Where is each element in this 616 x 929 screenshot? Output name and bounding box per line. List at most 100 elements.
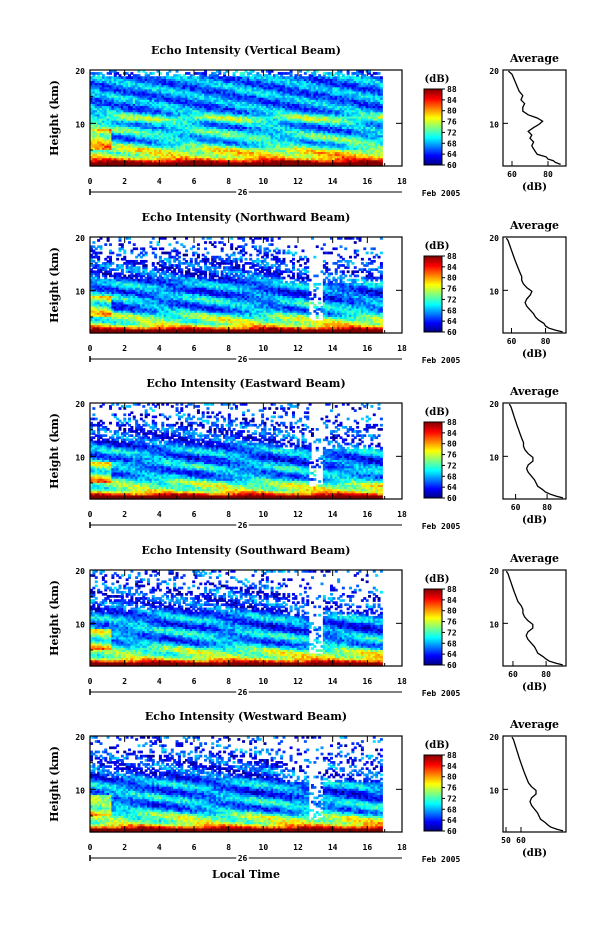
heatmap-cell [206, 109, 210, 113]
heatmap-cell [101, 84, 105, 88]
heatmap-cell [284, 145, 288, 148]
heatmap-cell [144, 78, 148, 82]
heatmap-cell [268, 74, 272, 77]
heatmap-cell [180, 161, 184, 165]
heatmap-cell [289, 107, 293, 111]
heatmap-cell [242, 105, 246, 109]
heatmap-cell [125, 78, 129, 82]
heatmap-cell [101, 74, 105, 77]
heatmap-cell [311, 130, 314, 134]
heatmap-cell [101, 115, 105, 119]
heatmap-cell [92, 99, 96, 102]
heatmap-cell [346, 132, 350, 136]
heatmap-cell [313, 86, 317, 90]
heatmap-cell [313, 80, 317, 84]
heatmap-cell [303, 136, 307, 140]
heatmap-cell [196, 118, 200, 121]
heatmap-cell [139, 159, 143, 163]
heatmap-cell [223, 159, 227, 163]
heatmap-cell [261, 84, 265, 88]
heatmap-cell [101, 101, 105, 104]
heatmap-cell [306, 151, 310, 155]
heatmap-cell [139, 101, 143, 104]
heatmap-cell [277, 147, 281, 150]
heatmap-cell [308, 82, 312, 86]
heatmap-cell [139, 90, 143, 94]
heatmap-cell [237, 82, 241, 86]
heatmap-cell [173, 151, 177, 155]
heatmap-cell [311, 159, 314, 163]
heatmap-cell [351, 122, 355, 125]
heatmap-cell [175, 78, 179, 82]
heatmap-cell [194, 163, 198, 167]
heatmap-cell [237, 76, 241, 79]
heatmap-cell [192, 80, 196, 84]
heatmap-cell [237, 134, 241, 138]
heatmap-cell [142, 101, 146, 104]
heatmap-cell [287, 140, 291, 144]
heatmap-cell [272, 92, 276, 96]
heatmap-cell [289, 155, 293, 159]
heatmap-cell [296, 99, 300, 102]
heatmap-cell [308, 126, 312, 130]
heatmap-cell [253, 90, 257, 94]
heatmap-cell [135, 111, 139, 115]
heatmap-cell [320, 86, 324, 90]
heatmap-cell [258, 105, 262, 109]
heatmap-cell [101, 132, 105, 136]
heatmap-cell [291, 78, 295, 82]
heatmap-cell [213, 153, 217, 157]
heatmap-cell [192, 105, 196, 109]
heatmap-cell [318, 140, 322, 144]
heatmap-cell [291, 92, 295, 96]
heatmap-cell [135, 95, 139, 98]
heatmap-cell [234, 78, 238, 82]
heatmap-cell [294, 149, 298, 152]
heatmap-cell [97, 88, 101, 92]
heatmap-cell [294, 86, 298, 90]
heatmap-cell [275, 90, 279, 94]
heatmap-cell [244, 80, 248, 84]
heatmap-cell [211, 159, 215, 163]
heatmap-cell [313, 118, 317, 121]
heatmap-cell [251, 128, 255, 132]
heatmap-cell [232, 128, 236, 132]
heatmap-cell [132, 155, 136, 159]
heatmap-cell [237, 118, 241, 121]
heatmap-cell [180, 159, 184, 163]
heatmap-cell [147, 134, 151, 138]
heatmap-cell [225, 163, 229, 167]
heatmap-cell [189, 107, 193, 111]
heatmap-cell [339, 113, 343, 117]
heatmap-cell [237, 97, 241, 100]
heatmap-cell [137, 122, 141, 125]
heatmap-cell [289, 97, 293, 100]
heatmap-cell [130, 95, 134, 98]
heatmap-cell [161, 163, 165, 167]
heatmap-cell [334, 120, 338, 123]
heatmap-cell [185, 159, 189, 163]
heatmap-cell [344, 86, 348, 90]
heatmap-cell [211, 95, 215, 98]
heatmap-cell [137, 105, 141, 109]
heatmap-cell [349, 161, 352, 165]
heatmap-cell [325, 153, 329, 157]
heatmap-cell [215, 101, 219, 104]
heatmap-cell [194, 99, 198, 102]
heatmap-cell [90, 161, 93, 165]
heatmap-cell [325, 86, 329, 90]
heatmap-cell [311, 155, 314, 159]
heatmap-cell [344, 118, 348, 121]
heatmap-cell [106, 72, 110, 75]
heatmap-cell [330, 95, 333, 98]
heatmap-cell [339, 159, 343, 163]
heatmap-cell [149, 122, 153, 125]
heatmap-cell [92, 88, 96, 92]
heatmap-cell [249, 132, 253, 136]
heatmap-cell [189, 140, 193, 144]
heatmap-cell [204, 113, 208, 117]
heatmap-cell [101, 82, 105, 86]
heatmap-cell [218, 97, 222, 100]
heatmap-cell [123, 92, 127, 96]
heatmap-cell [220, 80, 224, 84]
